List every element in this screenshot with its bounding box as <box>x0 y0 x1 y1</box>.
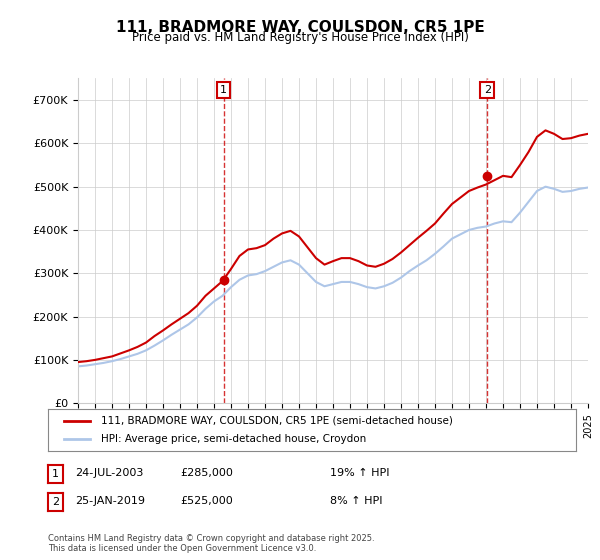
Text: Contains HM Land Registry data © Crown copyright and database right 2025.
This d: Contains HM Land Registry data © Crown c… <box>48 534 374 553</box>
Text: 25-JAN-2019: 25-JAN-2019 <box>75 496 145 506</box>
Text: 19% ↑ HPI: 19% ↑ HPI <box>330 468 389 478</box>
Text: 24-JUL-2003: 24-JUL-2003 <box>75 468 143 478</box>
Text: £285,000: £285,000 <box>180 468 233 478</box>
Text: 111, BRADMORE WAY, COULSDON, CR5 1PE: 111, BRADMORE WAY, COULSDON, CR5 1PE <box>116 20 484 35</box>
Text: £525,000: £525,000 <box>180 496 233 506</box>
Text: 2: 2 <box>484 85 491 95</box>
Text: Price paid vs. HM Land Registry's House Price Index (HPI): Price paid vs. HM Land Registry's House … <box>131 31 469 44</box>
Text: 111, BRADMORE WAY, COULSDON, CR5 1PE (semi-detached house): 111, BRADMORE WAY, COULSDON, CR5 1PE (se… <box>101 416 452 426</box>
Text: 8% ↑ HPI: 8% ↑ HPI <box>330 496 383 506</box>
Text: 2: 2 <box>52 497 59 507</box>
Text: 1: 1 <box>52 469 59 479</box>
Text: 1: 1 <box>220 85 227 95</box>
Text: HPI: Average price, semi-detached house, Croydon: HPI: Average price, semi-detached house,… <box>101 434 366 444</box>
